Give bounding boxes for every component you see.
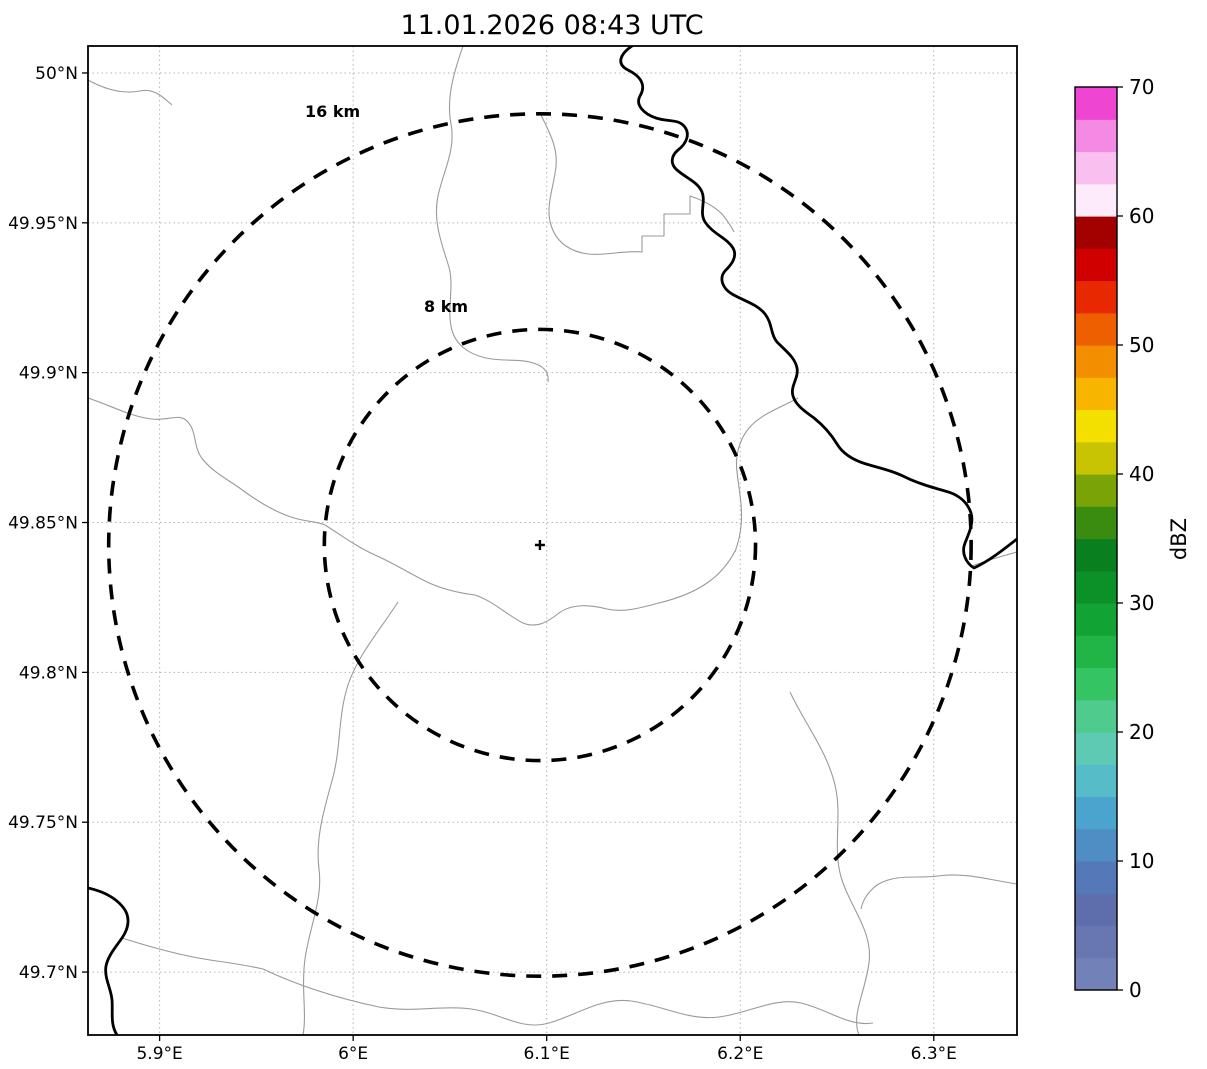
colorbar-segment: [1075, 183, 1117, 217]
colorbar-segment: [1075, 796, 1117, 830]
colorbar-segment: [1075, 603, 1117, 636]
colorbar-tick-label: 0: [1129, 978, 1142, 1002]
boundary-line: [539, 112, 735, 255]
colorbar-tick-label: 10: [1129, 849, 1154, 873]
colorbar-segment: [1075, 699, 1117, 733]
y-axis-ticks: 50°N 49.95°N 49.9°N 49.85°N 49.8°N 49.75°N 49.…: [8, 64, 88, 983]
x-axis-ticks: 5.9°E 6°E 6.1°E 6.2°E 6.3°E: [136, 1035, 957, 1064]
y-tick-label: 49.9°N: [19, 364, 78, 384]
x-tick-label: 5.9°E: [136, 1044, 182, 1064]
colorbar-segment: [1075, 893, 1117, 927]
boundary-line: [971, 551, 1017, 567]
colorbar-segment: [1075, 377, 1117, 411]
colorbar-segment: [1075, 635, 1117, 669]
radar-site-marker: [534, 539, 545, 550]
plot-title: 11.01.2026 08:43 UTC: [400, 10, 703, 41]
colorbar-segment: [1075, 861, 1117, 894]
boundary-line: [789, 691, 871, 1035]
colorbar-segment: [1075, 474, 1117, 507]
colorbar-tick-label: 70: [1129, 75, 1154, 99]
y-tick-label: 50°N: [35, 64, 78, 84]
colorbar-segment: [1075, 570, 1117, 604]
boundary-line: [302, 601, 399, 1035]
boundary-line: [324, 524, 736, 626]
boundary-line: [88, 397, 326, 526]
range-ring-16km: [106, 111, 973, 979]
colorbar-segment: [1075, 119, 1117, 153]
map-frame: [87, 45, 1018, 1036]
colorbar-tick-label: 50: [1129, 333, 1154, 357]
border-river-line: [619, 46, 1017, 570]
colorbar-segment: [1075, 87, 1117, 120]
range-ring-label: 8 km: [424, 297, 468, 316]
boundary-line: [860, 874, 1017, 910]
colorbar-segment: [1075, 764, 1117, 798]
colorbar-segment: [1075, 441, 1117, 475]
boundary-line: [734, 397, 799, 553]
radar-site-cross-icon: [534, 539, 545, 550]
x-tick-label: 6.3°E: [911, 1044, 957, 1064]
boundary-line: [88, 79, 173, 106]
colorbar-segment: [1075, 538, 1117, 572]
y-tick-label: 49.85°N: [8, 514, 78, 534]
colorbar-tick-label: 20: [1129, 720, 1154, 744]
colorbar-axis-label: dBZ: [1167, 518, 1191, 560]
boundary-line: [121, 937, 874, 1026]
colorbar-segment: [1075, 732, 1117, 765]
range-ring-label: 16 km: [305, 102, 360, 121]
border-river-line: [88, 886, 130, 1035]
administrative-boundary-lines: [88, 46, 1017, 1035]
colorbar-segment: [1075, 345, 1117, 378]
colorbar-segment: [1075, 409, 1117, 443]
x-tick-label: 6.1°E: [524, 1044, 570, 1064]
colorbar-segment: [1075, 506, 1117, 540]
y-tick-label: 49.7°N: [19, 963, 78, 983]
y-tick-label: 49.8°N: [19, 663, 78, 683]
y-tick-label: 49.95°N: [8, 214, 78, 234]
colorbar-segment: [1075, 925, 1117, 959]
grid-lines: [88, 46, 1017, 1035]
colorbar-segment: [1075, 280, 1117, 314]
boundary-line: [435, 46, 549, 383]
range-ring-labels: 16 km 8 km: [305, 102, 468, 316]
x-tick-label: 6.2°E: [717, 1044, 763, 1064]
range-ring-8km: [322, 327, 758, 763]
y-tick-label: 49.75°N: [8, 813, 78, 833]
colorbar-frame: [1074, 86, 1118, 991]
colorbar-segment: [1075, 151, 1117, 185]
x-tick-label: 6°E: [338, 1044, 368, 1064]
colorbar-segment: [1075, 828, 1117, 862]
range-rings: [106, 111, 973, 979]
colorbar-tick-label: 40: [1129, 462, 1154, 486]
colorbar-tick-label: 30: [1129, 591, 1154, 615]
colorbar-tick-label: 60: [1129, 204, 1154, 228]
colorbar: 0 10 20 30 40 50 60 70: [1074, 75, 1154, 1002]
colorbar-segment: [1075, 216, 1117, 249]
colorbar-segment: [1075, 957, 1117, 991]
border-river-lines: [88, 46, 1017, 1035]
colorbar-segment: [1075, 312, 1117, 346]
colorbar-segment: [1075, 248, 1117, 282]
colorbar-segment: [1075, 667, 1117, 701]
